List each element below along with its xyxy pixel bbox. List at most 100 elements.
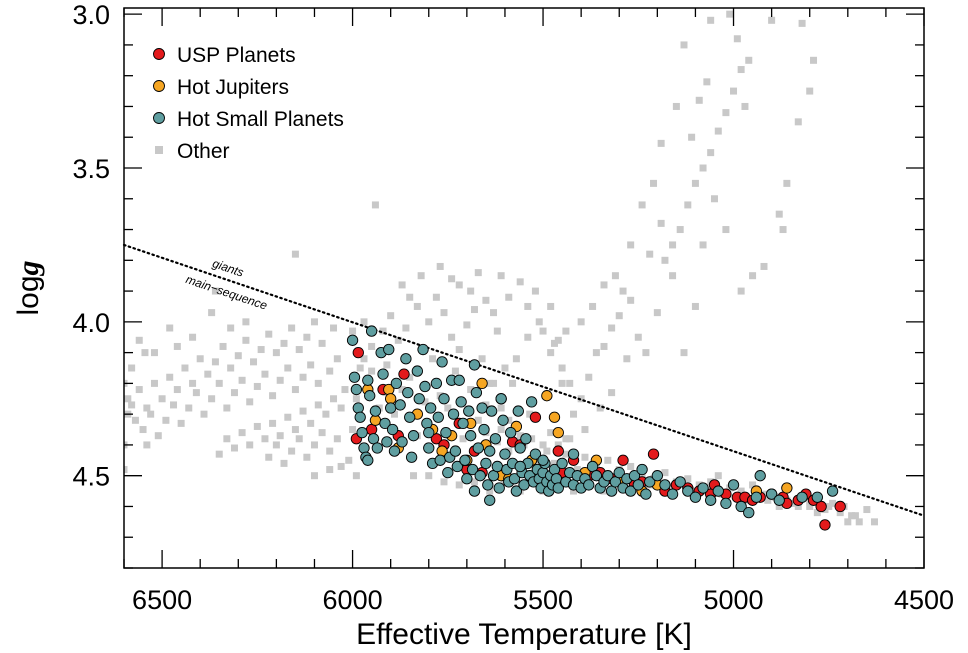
hot-small-planets-point	[405, 451, 418, 463]
other-point	[322, 410, 330, 418]
other-point	[204, 370, 212, 378]
other-point	[379, 327, 387, 335]
other-point	[600, 342, 608, 350]
other-point	[558, 379, 566, 387]
hot-small-planets-point	[484, 445, 496, 457]
other-point	[490, 309, 498, 317]
other-point	[779, 226, 787, 234]
other-point	[798, 19, 806, 27]
other-point	[691, 302, 699, 310]
hot-small-planets-point	[682, 485, 694, 497]
other-point	[486, 487, 494, 495]
other-point	[581, 426, 589, 434]
x-tick-label: 6500	[132, 585, 192, 615]
hot-small-planets-point	[396, 436, 408, 448]
other-point	[211, 358, 219, 366]
other-point	[554, 336, 562, 344]
other-point	[524, 302, 532, 310]
other-point	[318, 429, 326, 437]
y-tick-label: 3.0	[72, 0, 110, 30]
other-point	[570, 487, 578, 495]
legend-label-usp-planets: USP Planets	[177, 44, 296, 67]
other-point	[131, 416, 139, 424]
other-point	[760, 262, 768, 270]
other-point	[554, 441, 562, 449]
other-point	[691, 179, 699, 187]
other-point	[307, 361, 315, 369]
other-point	[516, 432, 524, 440]
hot-small-planets-point	[529, 448, 542, 460]
hot-small-planets-point	[765, 488, 778, 500]
hot-small-planets-point	[666, 488, 679, 500]
hot-small-planets-point	[482, 479, 494, 491]
usp-planets-point	[819, 519, 831, 531]
y-tick-label: 4.5	[72, 462, 110, 492]
axes: 6500 6000 5500 5000 4500 3.0 3.5 4.0 4.5 Effectiv…	[12, 0, 954, 651]
other-point	[855, 518, 863, 526]
hot-small-planets-point	[436, 356, 448, 368]
other-point	[303, 333, 311, 341]
usp-planets-point	[529, 411, 542, 423]
other-point	[733, 35, 741, 43]
other-point	[261, 370, 269, 378]
hot-small-planets-point	[727, 479, 740, 491]
other-point	[558, 364, 566, 372]
other-point	[360, 355, 368, 363]
other-point	[147, 410, 155, 418]
hot-small-planets-point	[505, 426, 517, 439]
other-point	[634, 333, 642, 341]
other-point	[775, 502, 783, 510]
x-tick-label: 5000	[703, 585, 763, 615]
other-point	[851, 512, 859, 520]
hot-small-planets-point	[514, 460, 526, 473]
other-point	[310, 472, 318, 480]
hot-small-planets-point	[459, 454, 471, 466]
other-point	[299, 407, 307, 415]
other-point	[337, 462, 345, 470]
hot-small-planets-point	[423, 426, 435, 439]
other-point	[124, 395, 132, 403]
other-point	[276, 432, 284, 440]
hot-small-planets-point	[773, 494, 785, 506]
hot-small-planets-point	[556, 457, 568, 470]
other-point	[326, 447, 334, 455]
other-point	[516, 278, 524, 286]
other-point	[330, 395, 338, 403]
other-point	[570, 410, 578, 418]
other-point	[478, 355, 486, 363]
other-point	[676, 226, 684, 234]
hot-small-planets-point	[438, 393, 450, 405]
other-point	[699, 241, 707, 249]
other-point	[642, 349, 650, 357]
other-point	[714, 127, 722, 135]
hot-small-planets-point	[697, 482, 709, 494]
hot-jupiters-point	[552, 426, 564, 439]
other-point	[387, 312, 395, 320]
hot-small-planets-point	[485, 405, 498, 417]
other-point	[604, 456, 612, 464]
hot-small-planets-point	[826, 485, 839, 497]
other-point	[455, 281, 463, 289]
other-point	[276, 376, 284, 384]
other-point	[211, 287, 219, 295]
other-point	[550, 339, 558, 347]
other-point	[440, 478, 448, 486]
hot-small-planets-point	[352, 402, 364, 414]
other-point	[295, 435, 303, 443]
other-point	[825, 502, 833, 510]
other-point	[341, 386, 349, 394]
x-tick-label: 5500	[513, 585, 573, 615]
hot-small-planets-point	[411, 365, 423, 377]
other-point	[707, 149, 715, 157]
other-point	[467, 287, 475, 295]
other-point	[390, 410, 398, 418]
other-point	[333, 435, 341, 443]
hot-small-planets-point	[491, 460, 503, 473]
other-point	[234, 352, 242, 360]
other-point	[455, 346, 463, 354]
usp-planets-point	[398, 368, 410, 380]
other-point	[143, 404, 151, 412]
hot-small-planets-point	[407, 430, 420, 442]
other-point	[299, 373, 307, 381]
hot-small-planets-point	[371, 442, 383, 454]
